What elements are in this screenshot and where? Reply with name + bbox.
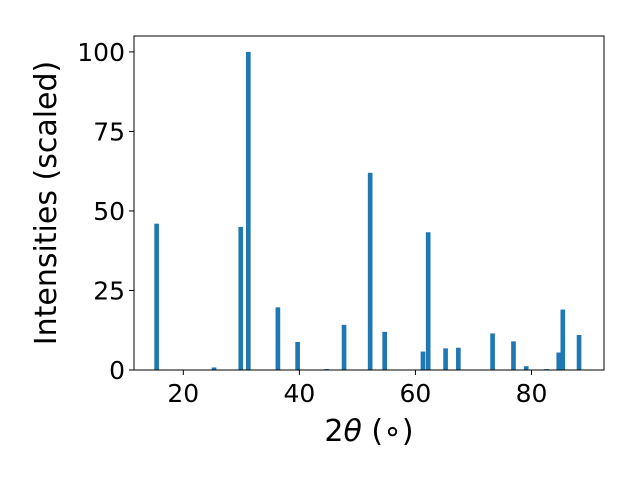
bar-8 <box>367 172 373 370</box>
bar-5 <box>295 342 300 370</box>
bar-20 <box>576 335 582 370</box>
bar-16 <box>523 366 529 370</box>
y-axis: 0 25 50 75 100 <box>77 38 134 385</box>
x-axis: 20 40 60 80 <box>167 370 547 408</box>
bar-19 <box>560 309 566 370</box>
bar-18 <box>556 352 562 370</box>
bar-15 <box>511 341 516 370</box>
bar-2 <box>238 226 244 370</box>
x-tick-label: 80 <box>516 379 548 408</box>
x-axis-label-suffix: (∘) <box>362 414 414 449</box>
y-tick-label: 0 <box>109 356 125 385</box>
x-tick-label: 20 <box>167 379 199 408</box>
y-tick-label: 100 <box>77 38 125 67</box>
bar-7 <box>341 324 347 370</box>
bar-14 <box>490 333 495 370</box>
y-tick-label: 50 <box>93 197 125 226</box>
x-axis-label-symbol: θ <box>344 414 362 449</box>
bar-3 <box>245 51 251 371</box>
x-axis-label-prefix: 2 <box>324 414 343 449</box>
bar-4 <box>275 307 281 370</box>
y-tick-label: 25 <box>93 276 125 305</box>
bars-layer <box>154 51 582 371</box>
x-axis-label: 2θ (∘) <box>324 414 413 449</box>
y-axis-label: Intensities (scaled) <box>29 61 64 346</box>
bar-13 <box>456 347 461 370</box>
bar-10 <box>420 351 426 370</box>
plot-frame <box>133 35 605 371</box>
bar-1 <box>211 367 217 370</box>
bar-12 <box>443 348 448 370</box>
y-tick-label: 75 <box>93 117 125 146</box>
bar-11 <box>425 232 431 370</box>
bar-9 <box>382 331 387 370</box>
bar-0 <box>154 223 159 370</box>
x-tick-label: 60 <box>400 379 432 408</box>
x-tick-label: 40 <box>283 379 315 408</box>
